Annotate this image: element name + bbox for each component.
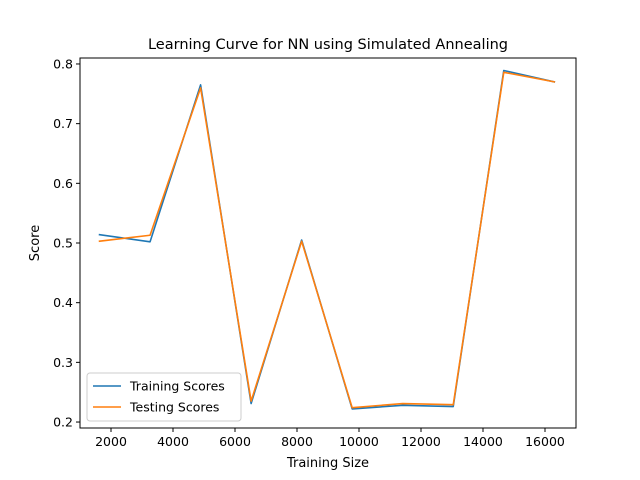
plot-frame	[79, 57, 577, 429]
x-tick-label: 8000	[281, 434, 313, 449]
legend: Training Scores Testing Scores	[86, 372, 242, 422]
legend-label: Testing Scores	[129, 400, 219, 415]
y-axis-ticks: 0.2 0.3 0.4 0.5 0.6 0.7 0.8	[53, 56, 80, 430]
series-line-training	[98, 69, 556, 410]
plot-lines	[98, 69, 556, 410]
y-tick-label: 0.5	[53, 236, 73, 251]
y-axis-label: Score	[28, 225, 43, 261]
chart-title: Learning Curve for NN using Simulated An…	[148, 37, 508, 53]
x-tick-label: 4000	[157, 434, 189, 449]
y-tick-label: 0.3	[53, 355, 73, 370]
x-axis-label: Training Size	[286, 456, 369, 471]
y-tick-label: 0.6	[53, 176, 73, 191]
legend-label: Training Scores	[129, 379, 225, 394]
x-tick-label: 2000	[95, 434, 127, 449]
y-tick-label: 0.8	[53, 56, 73, 71]
x-tick-label: 6000	[219, 434, 251, 449]
x-axis-ticks: 2000 4000 6000 8000 10000 12000 14000 16000	[95, 428, 565, 449]
series-line-testing	[98, 71, 556, 409]
legend-box	[86, 372, 242, 422]
x-tick-label: 16000	[525, 434, 565, 449]
x-tick-label: 12000	[401, 434, 441, 449]
x-tick-label: 10000	[339, 434, 379, 449]
y-tick-label: 0.2	[53, 415, 73, 430]
x-tick-label: 14000	[463, 434, 503, 449]
y-tick-label: 0.4	[53, 295, 73, 310]
y-tick-label: 0.7	[53, 116, 73, 131]
